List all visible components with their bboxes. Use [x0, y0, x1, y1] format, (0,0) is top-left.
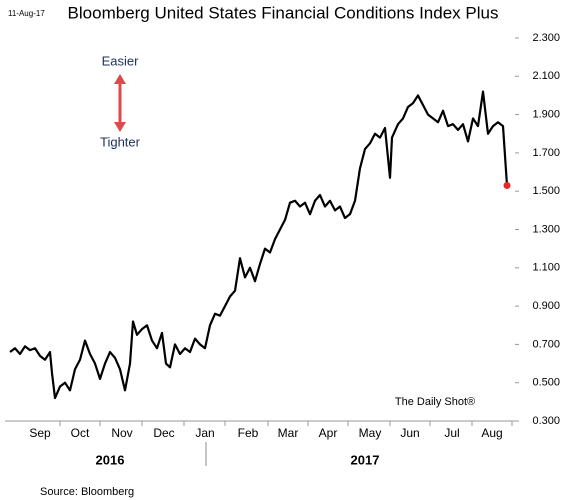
year-label: 2016	[96, 452, 125, 467]
y-tick-label: 0.300	[532, 415, 560, 427]
watermark: The Daily Shot®	[395, 396, 475, 408]
y-tick-label: 2.100	[532, 70, 560, 82]
x-tick-label: Jan	[195, 426, 214, 440]
year-label: 2017	[351, 452, 380, 467]
last-point	[503, 181, 511, 189]
x-tick-label: May	[359, 426, 382, 440]
series-line	[9, 90, 509, 400]
y-tick-label: 1.500	[532, 185, 560, 197]
x-tick-label: Oct	[71, 426, 90, 440]
x-tick-label: Apr	[319, 426, 338, 440]
y-tick-label: 1.700	[532, 147, 560, 159]
x-tick-label: Nov	[111, 426, 132, 440]
x-tick-label: Aug	[481, 426, 502, 440]
direction-arrow	[114, 74, 126, 132]
annotation-tighter: Tighter	[100, 134, 141, 149]
x-tick-label: Mar	[278, 426, 299, 440]
y-tick-label: 2.300	[532, 32, 560, 44]
date-label: 11-Aug-17	[8, 9, 45, 18]
y-tick-label: 1.100	[532, 262, 560, 274]
x-tick-label: Sep	[29, 426, 51, 440]
y-tick-label: 0.700	[532, 338, 560, 350]
y-tick-label: 1.300	[532, 223, 560, 235]
x-tick-label: Feb	[238, 426, 259, 440]
arrow-head-up	[114, 74, 126, 84]
x-tick-label: Dec	[153, 426, 174, 440]
y-tick-label: 0.900	[532, 300, 560, 312]
y-tick-label: 0.500	[532, 377, 560, 389]
x-tick-label: Jul	[444, 426, 459, 440]
y-tick-label: 1.900	[532, 109, 560, 121]
annotation-easier: Easier	[102, 53, 140, 68]
arrow-head-down	[114, 122, 126, 132]
chart-title: Bloomberg United States Financial Condit…	[68, 3, 499, 22]
source: Source: Bloomberg	[40, 486, 134, 498]
x-tick-label: Jun	[400, 426, 419, 440]
